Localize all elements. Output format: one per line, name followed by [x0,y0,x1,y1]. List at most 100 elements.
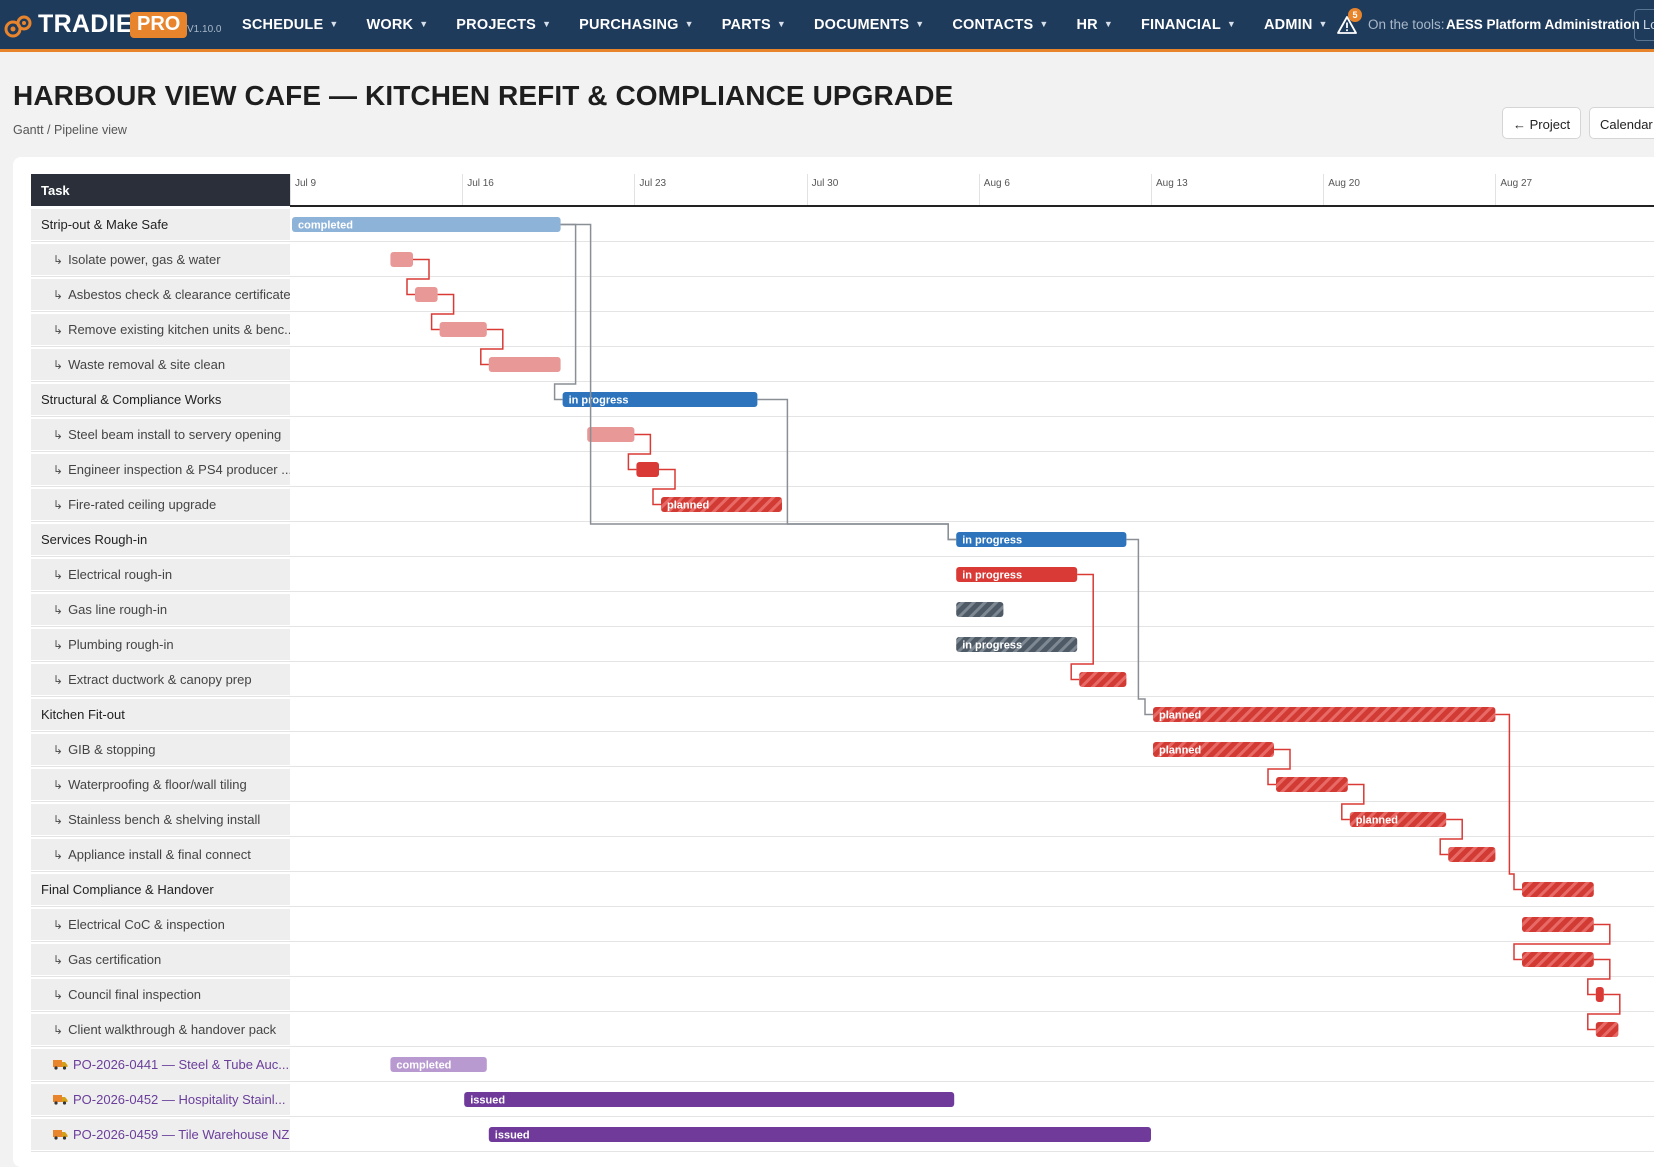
task-group-row[interactable]: Strip-out & Make Safe [31,207,1654,242]
gantt-bar[interactable] [390,252,413,267]
task-label[interactable]: ↳ Gas certification [31,944,290,975]
gantt-bar[interactable] [1522,917,1594,932]
purchase-order-row[interactable]: PO-2026-0452 — Hospitality Stainl... [31,1082,1654,1117]
gantt-bar[interactable] [956,532,1127,547]
task-label[interactable]: ↳ Asbestos check & clearance certificate [31,279,290,310]
gantt-bar[interactable] [1522,952,1594,967]
purchase-order-row[interactable]: PO-2026-0441 — Steel & Tube Auc... [31,1047,1654,1082]
task-label[interactable]: ↳ Extract ductwork & canopy prep [31,664,290,695]
task-label[interactable]: Structural & Compliance Works [31,384,290,415]
task-label[interactable]: ↳ Stainless bench & shelving install [31,804,290,835]
gantt-bar[interactable] [488,357,561,372]
task-group-row[interactable]: Kitchen Fit-out [31,697,1654,732]
gantt-bar[interactable] [390,1057,487,1072]
subtask-row[interactable]: ↳ Steel beam install to servery opening [31,417,1654,452]
gantt-bar[interactable] [1522,882,1594,897]
subtask-row[interactable]: ↳ Council final inspection [31,977,1654,1012]
subtask-row[interactable]: ↳ Remove existing kitchen units & benc... [31,312,1654,347]
subtask-row[interactable]: ↳ Electrical rough-in [31,557,1654,592]
task-label[interactable]: ↳ Council final inspection [31,979,290,1010]
gantt-bar[interactable] [1349,812,1447,827]
subtask-row[interactable]: ↳ Electrical CoC & inspection [31,907,1654,942]
task-group-row[interactable]: Services Rough-in [31,522,1654,557]
task-label[interactable]: Services Rough-in [31,524,290,555]
dependency-link [480,328,504,366]
gantt-bar[interactable] [292,217,561,232]
task-label[interactable]: PO-2026-0441 — Steel & Tube Auc... [31,1049,290,1080]
task-label[interactable]: ↳ Waterproofing & floor/wall tiling [31,769,290,800]
task-group-row[interactable]: Structural & Compliance Works [31,382,1654,417]
gantt-bar[interactable] [587,427,635,442]
task-label[interactable]: ↳ GIB & stopping [31,734,290,765]
gantt-bar[interactable] [488,1127,1151,1142]
gantt-bar[interactable] [1448,847,1496,862]
warning-icon[interactable] [1337,15,1357,35]
task-label[interactable]: ↳ Plumbing rough-in [31,629,290,660]
gantt-bar[interactable] [1153,707,1496,722]
task-label[interactable]: ↳ Electrical CoC & inspection [31,909,290,940]
gantt-bar[interactable] [956,567,1078,582]
subtask-row[interactable]: ↳ Appliance install & final connect [31,837,1654,872]
task-label[interactable]: ↳ Fire-rated ceiling upgrade [31,489,290,520]
gantt-bar[interactable] [636,462,659,477]
gantt-bar[interactable] [415,287,438,302]
subtask-row[interactable]: ↳ Extract ductwork & canopy prep [31,662,1654,697]
task-label[interactable]: ↳ Isolate power, gas & water [31,244,290,275]
gantt-bar[interactable] [464,1092,955,1107]
calendar-button[interactable]: Calendar [1589,107,1654,139]
subtask-row[interactable]: ↳ Fire-rated ceiling upgrade [31,487,1654,522]
nav-item-admin[interactable]: ADMIN ▼ [1264,17,1328,33]
subtask-row[interactable]: ↳ Waste removal & site clean [31,347,1654,382]
task-group-row[interactable]: Final Compliance & Handover [31,872,1654,907]
task-label[interactable]: ↳ Engineer inspection & PS4 producer ... [31,454,290,485]
subtask-row[interactable]: ↳ Engineer inspection & PS4 producer ... [31,452,1654,487]
task-label[interactable]: ↳ Waste removal & site clean [31,349,290,380]
subtask-row[interactable]: ↳ Isolate power, gas & water [31,242,1654,277]
task-label[interactable]: ↳ Gas line rough-in [31,594,290,625]
logout-button[interactable]: Lo [1634,9,1654,41]
nav-item-work[interactable]: WORK ▼ [366,17,428,33]
nav-item-hr[interactable]: HR ▼ [1077,17,1113,33]
task-label[interactable]: PO-2026-0459 — Tile Warehouse NZ [31,1119,290,1150]
task-label[interactable]: Strip-out & Make Safe [31,209,290,240]
task-label[interactable]: ↳ Steel beam install to servery opening [31,419,290,450]
subtask-row[interactable]: ↳ Stainless bench & shelving install [31,802,1654,837]
subtask-row[interactable]: ↳ GIB & stopping [31,732,1654,767]
gantt-bar[interactable] [956,637,1078,652]
nav-item-documents[interactable]: DOCUMENTS ▼ [814,17,924,33]
task-label[interactable]: Kitchen Fit-out [31,699,290,730]
brand-name[interactable]: TRADIE [38,10,133,38]
top-navigation-bar: TRADIE PRO V1.10.0 SCHEDULE ▼ WORK ▼ PROJE… [0,0,1654,52]
gantt-bar[interactable] [1595,1022,1619,1037]
gantt-bar[interactable] [1595,987,1604,1002]
task-label[interactable]: Final Compliance & Handover [31,874,290,905]
task-label[interactable]: PO-2026-0452 — Hospitality Stainl... [31,1084,290,1115]
gantt-bar[interactable] [1079,672,1127,687]
subtask-row[interactable]: ↳ Waterproofing & floor/wall tiling [31,767,1654,802]
subtask-row[interactable]: ↳ Asbestos check & clearance certificate [31,277,1654,312]
task-label[interactable]: ↳ Client walkthrough & handover pack [31,1014,290,1045]
subtask-row[interactable]: ↳ Client walkthrough & handover pack [31,1012,1654,1047]
nav-item-projects[interactable]: PROJECTS ▼ [456,17,551,33]
gantt-bar[interactable] [956,602,1004,617]
task-label[interactable]: ↳ Appliance install & final connect [31,839,290,870]
gantt-bar[interactable] [661,497,782,512]
gantt-bar[interactable] [562,392,758,407]
gantt-bar[interactable] [1276,777,1348,792]
task-label[interactable]: ↳ Electrical rough-in [31,559,290,590]
nav-item-financial[interactable]: FINANCIAL ▼ [1141,17,1236,33]
task-label[interactable]: ↳ Remove existing kitchen units & benc... [31,314,290,345]
user-name[interactable]: AESS Platform Administration [1446,17,1640,32]
gantt-bar[interactable] [439,322,487,337]
subtask-row[interactable]: ↳ Plumbing rough-in [31,627,1654,662]
nav-item-contacts[interactable]: CONTACTS ▼ [952,17,1048,33]
gantt-bar-label: planned [667,500,709,512]
subtask-row[interactable]: ↳ Gas certification [31,942,1654,977]
back-to-project-button[interactable]: ← Project [1502,107,1581,139]
nav-item-purchasing[interactable]: PURCHASING ▼ [579,17,694,33]
purchase-order-row[interactable]: PO-2026-0459 — Tile Warehouse NZ [31,1117,1654,1152]
nav-item-parts[interactable]: PARTS ▼ [722,17,786,33]
subtask-row[interactable]: ↳ Gas line rough-in [31,592,1654,627]
gantt-bar[interactable] [1153,742,1274,757]
nav-item-schedule[interactable]: SCHEDULE ▼ [242,17,338,33]
